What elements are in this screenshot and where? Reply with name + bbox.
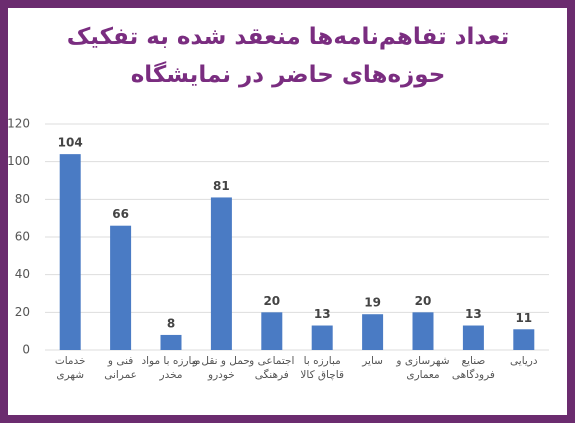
x-tick-label: مبارزه با مواد مخدر [141,355,201,381]
value-label: 20 [415,294,432,308]
y-tick-label: 80 [15,192,30,206]
bar [160,334,182,350]
value-label: 13 [465,307,482,321]
x-tick-label: صنایع فرودگاهی [451,355,495,381]
y-tick-label: 40 [15,267,30,281]
value-label: 104 [58,136,83,150]
bar [462,325,484,350]
x-tick-label: مبارزه با قاچاق کالا [300,355,344,381]
chart: 0 20 40 60 80 100 120 104 66 8 81 20 13 19 20 13 11 [8,117,549,357]
value-label: 19 [364,296,381,310]
bar [110,225,132,350]
bar [59,154,81,350]
x-tick-label: حمل و نقل و خودرو [192,355,250,381]
value-label: 66 [112,207,129,221]
value-label: 20 [263,294,280,308]
x-tick-label: فنی و عمرانی [104,355,137,381]
bar [311,325,333,350]
y-tick-label: 20 [15,305,30,319]
bar [513,329,535,350]
value-label: 81 [213,179,230,193]
y-tick-label: 60 [15,230,30,244]
x-tick-label: شهرسازی و معماری [396,355,450,381]
y-tick-label: 120 [8,117,30,131]
bar [362,314,384,350]
value-label: 11 [515,311,532,325]
x-tick-label: دریایی [510,355,538,367]
value-label: 8 [167,316,175,330]
y-tick-label: 0 [22,343,30,357]
x-tick-label: خدمات شهری [54,355,86,381]
x-tick-label: اجتماعی و فرهنگی [249,355,295,381]
x-tick-label: سایر [362,355,383,367]
chart-title: تعداد تفاهم‌نامه‌ها منعقد شده به تفکیک ح… [66,24,510,88]
bar [412,312,434,350]
value-label: 13 [314,307,331,321]
bar [210,197,232,350]
bar [261,312,283,350]
y-tick-label: 100 [8,154,30,168]
